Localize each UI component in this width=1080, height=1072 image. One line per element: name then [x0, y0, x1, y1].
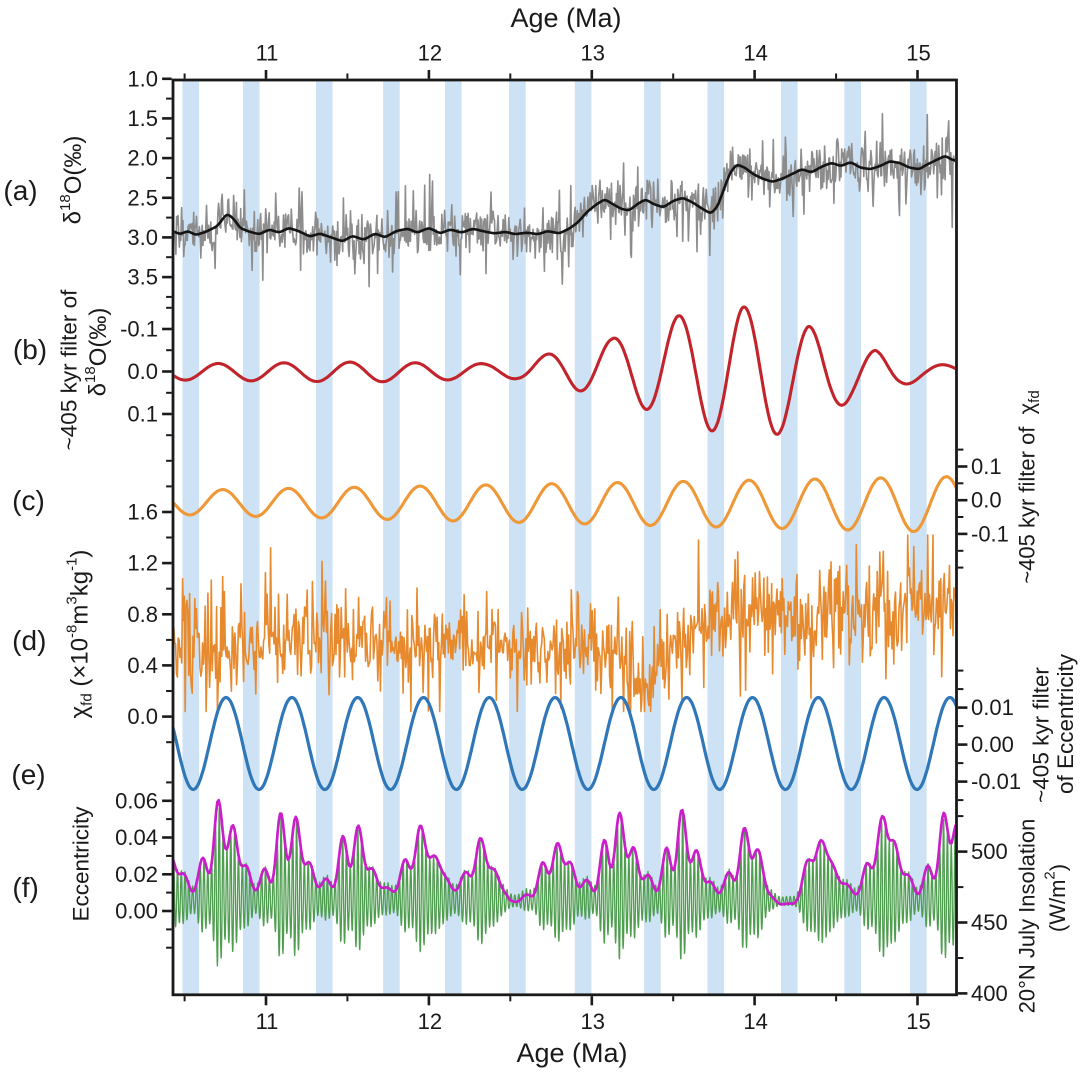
- svg-text:0.04: 0.04: [115, 825, 158, 850]
- svg-text:-0.1: -0.1: [120, 317, 158, 342]
- svg-text:0.0: 0.0: [971, 488, 1002, 513]
- svg-text:(c): (c): [12, 485, 45, 516]
- svg-text:14: 14: [743, 1009, 767, 1034]
- svg-text:0.1: 0.1: [127, 402, 158, 427]
- svg-text:15: 15: [906, 1009, 930, 1034]
- svg-text:χfd (×10-8m3kg-1): χfd (×10-8m3kg-1): [63, 550, 95, 719]
- svg-text:14: 14: [743, 41, 767, 66]
- svg-text:2.5: 2.5: [127, 185, 158, 210]
- svg-text:11: 11: [256, 41, 279, 66]
- svg-text:0.06: 0.06: [115, 788, 158, 813]
- svg-text:0.00: 0.00: [115, 899, 158, 924]
- svg-text:-0.01: -0.01: [971, 769, 1021, 794]
- svg-text:(f): (f): [12, 872, 38, 903]
- svg-text:1.5: 1.5: [127, 106, 158, 131]
- svg-text:δ18O(‰): δ18O(‰): [82, 308, 112, 397]
- svg-text:450: 450: [971, 910, 1008, 935]
- svg-text:(a): (a): [3, 175, 37, 206]
- svg-text:Age (Ma): Age (Ma): [516, 1038, 627, 1068]
- svg-text:0.4: 0.4: [127, 653, 158, 678]
- svg-text:0.00: 0.00: [971, 732, 1014, 757]
- svg-text:20°N July Insolation: 20°N July Insolation: [1015, 819, 1040, 1014]
- svg-text:13: 13: [581, 41, 605, 66]
- svg-text:0.02: 0.02: [115, 862, 158, 887]
- svg-text:(e): (e): [11, 759, 45, 790]
- svg-text:13: 13: [581, 1009, 605, 1034]
- svg-text:500: 500: [971, 839, 1008, 864]
- svg-text:2.0: 2.0: [127, 146, 158, 171]
- svg-text:0.0: 0.0: [127, 359, 158, 384]
- svg-text:12: 12: [418, 41, 442, 66]
- svg-text:1.0: 1.0: [127, 66, 158, 91]
- svg-text:0.8: 0.8: [127, 602, 158, 627]
- svg-text:-0.1: -0.1: [971, 521, 1009, 546]
- svg-text:1.2: 1.2: [127, 551, 158, 576]
- svg-text:Age (Ma): Age (Ma): [510, 3, 621, 33]
- svg-text:δ18O(‰): δ18O(‰): [57, 136, 87, 225]
- svg-text:~405 kyr filter of χfd: ~405 kyr filter of χfd: [1015, 390, 1043, 583]
- svg-text:(b): (b): [13, 334, 47, 365]
- svg-text:0.0: 0.0: [127, 704, 158, 729]
- svg-text:15: 15: [906, 41, 930, 66]
- svg-text:~405 kyr filter of: ~405 kyr filter of: [57, 289, 82, 450]
- svg-text:~405 kyr filter: ~405 kyr filter: [1029, 667, 1054, 803]
- svg-text:Eccentricity: Eccentricity: [69, 806, 94, 922]
- svg-text:of Eccentricity: of Eccentricity: [1053, 653, 1078, 794]
- svg-text:1.6: 1.6: [127, 499, 158, 524]
- svg-text:400: 400: [971, 981, 1008, 1006]
- svg-text:(d): (d): [12, 625, 46, 656]
- svg-text:0.1: 0.1: [971, 454, 1002, 479]
- svg-text:3.0: 3.0: [127, 225, 158, 250]
- svg-text:3.5: 3.5: [127, 265, 158, 290]
- svg-text:11: 11: [256, 1009, 279, 1034]
- svg-text:12: 12: [418, 1009, 442, 1034]
- svg-text:0.01: 0.01: [971, 695, 1014, 720]
